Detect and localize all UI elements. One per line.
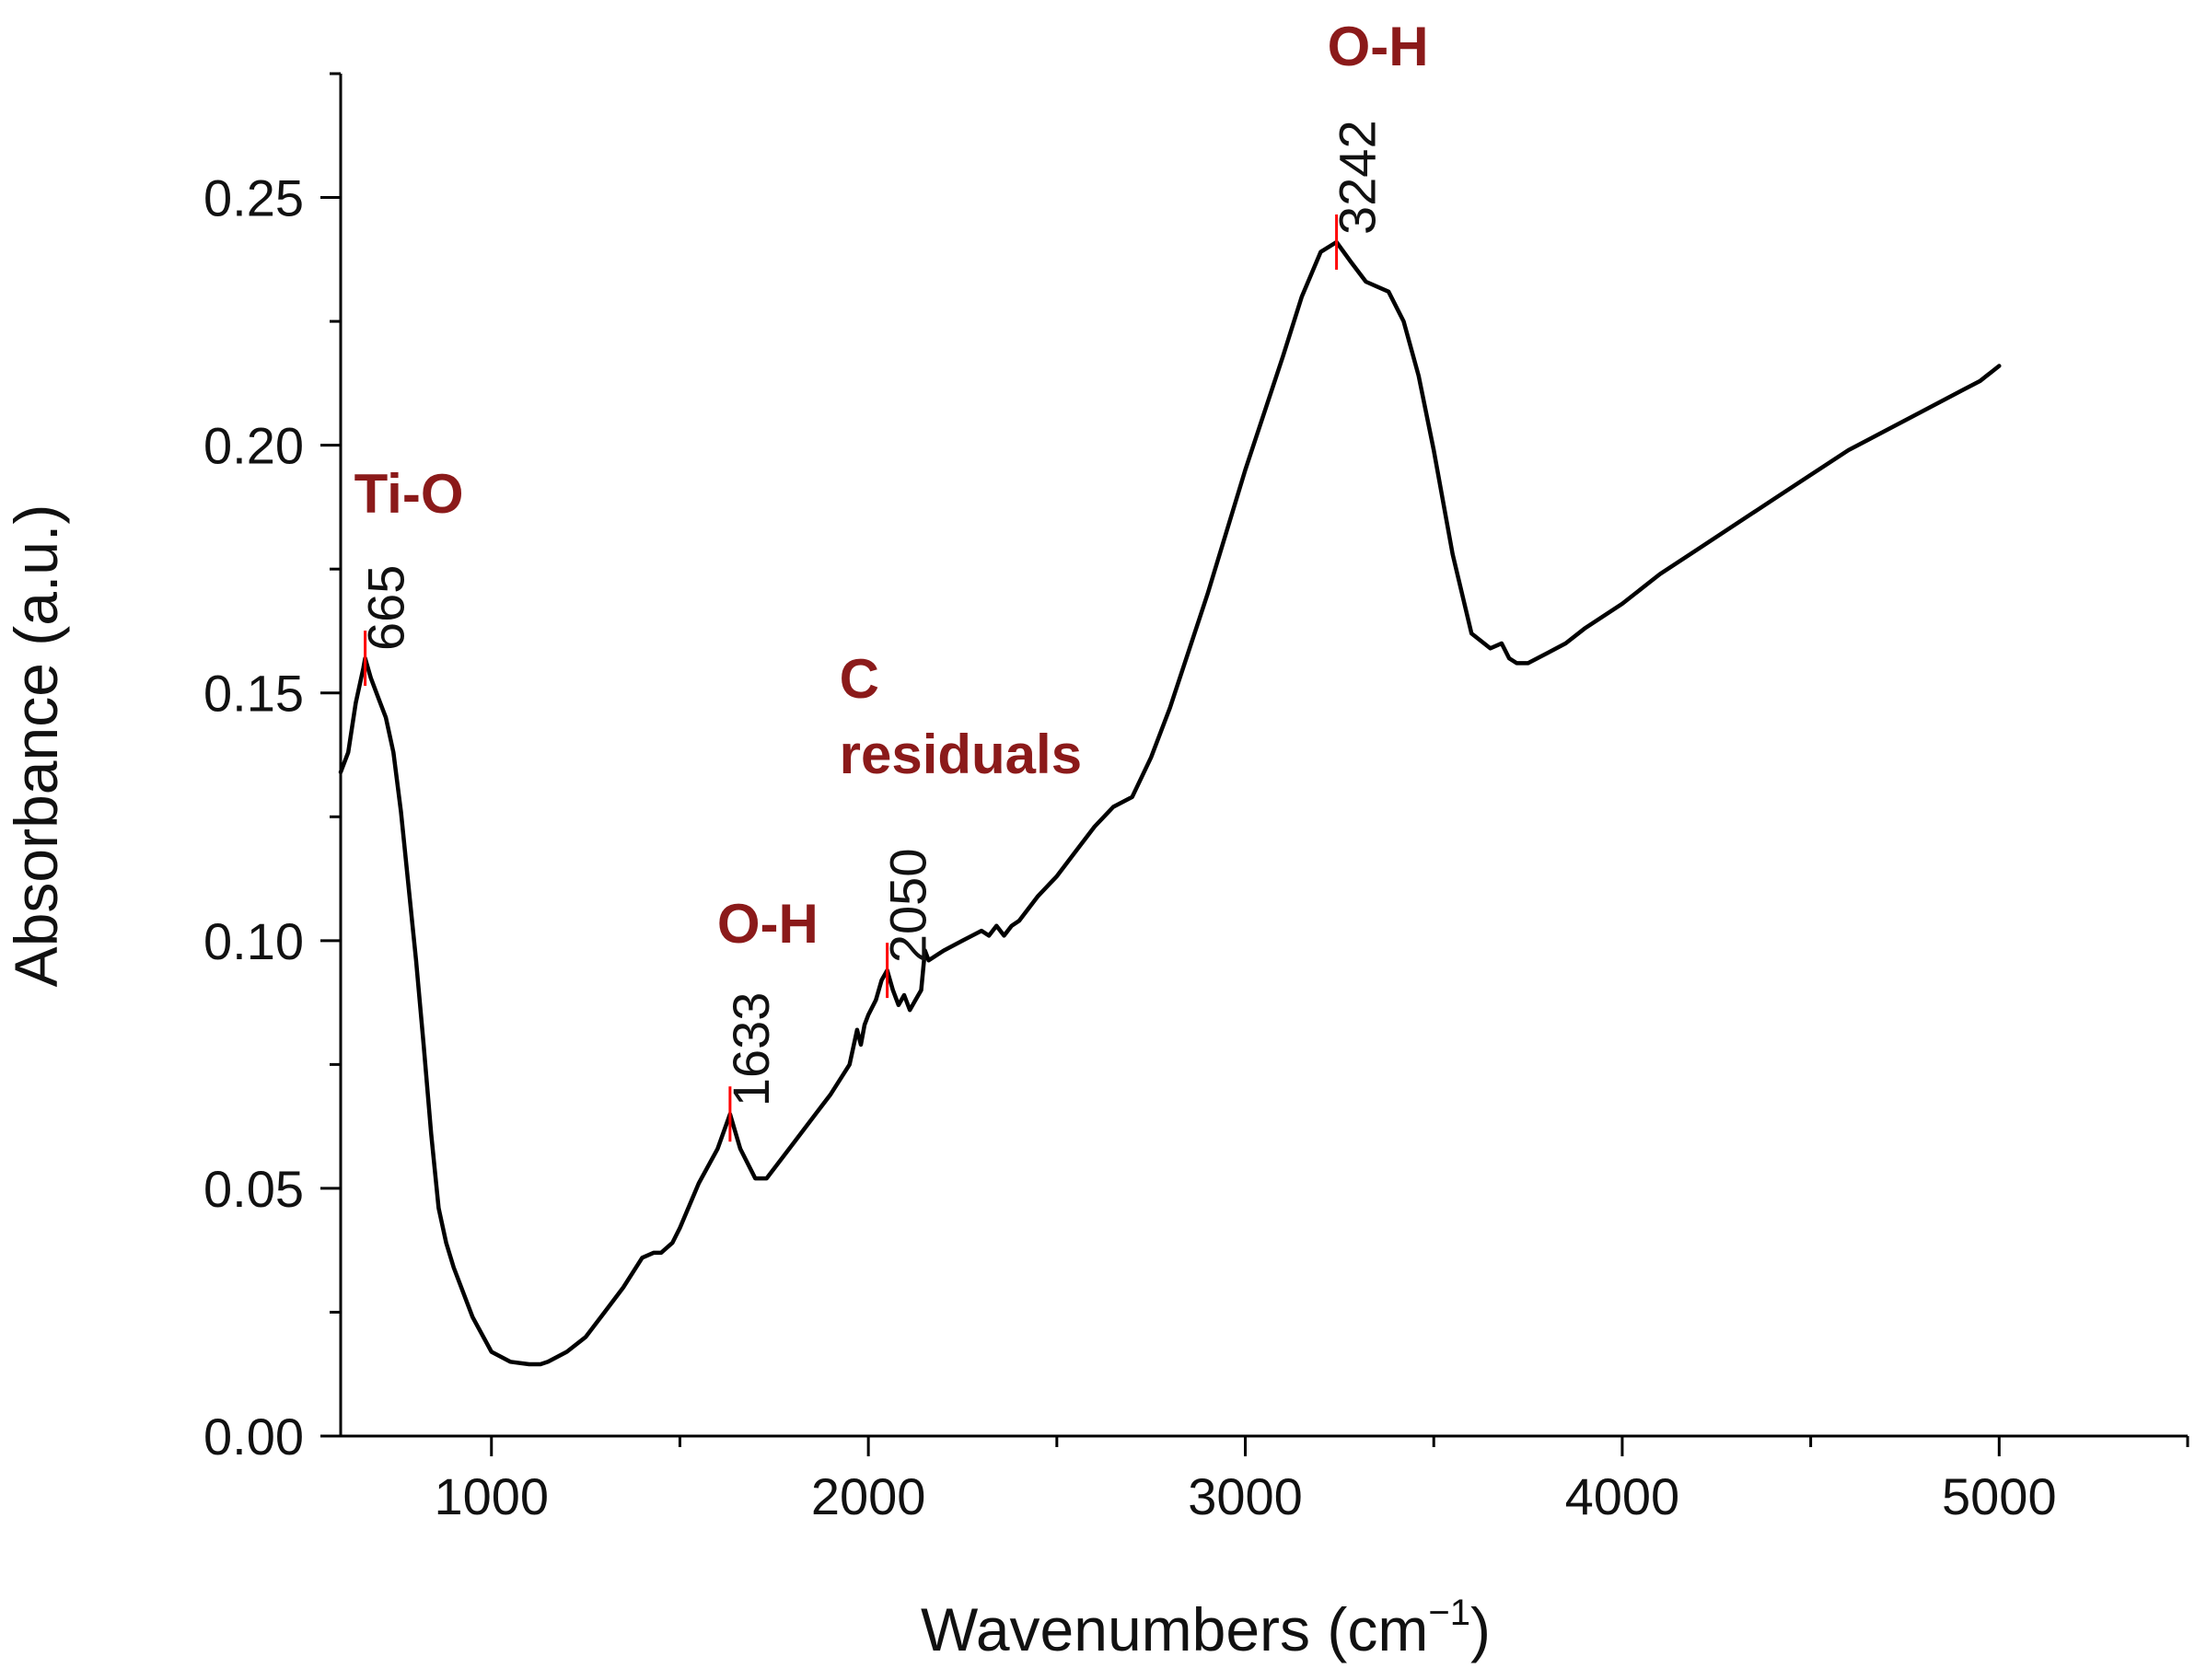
x-axis-title-main: Wavenumbers (cm bbox=[921, 1595, 1428, 1663]
y-tick-label-0.05: 0.05 bbox=[203, 1160, 304, 1218]
axes bbox=[339, 74, 2188, 1438]
y-tick-label-0.10: 0.10 bbox=[203, 912, 304, 970]
x-axis-title-sup: −1 bbox=[1428, 1593, 1470, 1633]
x-ticks: 1000 2000 3000 4000 5000 bbox=[434, 1436, 2189, 1525]
peak-2050-assignment-line2: residuals bbox=[840, 724, 1082, 785]
x-axis-title: Wavenumbers (cm−1) bbox=[921, 1593, 1491, 1663]
peak-3242-label: 3242 bbox=[1329, 120, 1387, 235]
peak-1633-assignment: O-H bbox=[717, 893, 819, 955]
y-tick-label-0.00: 0.00 bbox=[203, 1408, 304, 1466]
y-ticks: 0.00 0.05 0.10 0.15 0.20 0.25 bbox=[203, 72, 341, 1466]
peak-665-label: 665 bbox=[357, 565, 415, 651]
x-tick-label-5000: 5000 bbox=[1942, 1467, 2057, 1525]
x-tick-label-2000: 2000 bbox=[811, 1467, 926, 1525]
peak-2050-label: 2050 bbox=[879, 849, 937, 964]
peak-3242-assignment: O-H bbox=[1328, 16, 1429, 77]
peak-665-assignment: Ti-O bbox=[354, 463, 464, 525]
x-tick-label-1000: 1000 bbox=[434, 1467, 549, 1525]
peak-3242: 3242 O-H bbox=[1328, 16, 1429, 270]
y-tick-label-0.15: 0.15 bbox=[203, 665, 304, 723]
absorbance-series-line bbox=[338, 239, 2002, 1367]
y-axis-title: Absorbance (a.u.) bbox=[2, 504, 70, 988]
peak-665: 665 Ti-O bbox=[354, 463, 464, 687]
peak-2050: 2050 C residuals bbox=[840, 648, 1082, 999]
peak-2050-assignment-line1: C bbox=[840, 648, 879, 710]
y-tick-label-0.20: 0.20 bbox=[203, 417, 304, 475]
x-axis-title-close: ) bbox=[1470, 1595, 1491, 1663]
y-tick-label-0.25: 0.25 bbox=[203, 169, 304, 227]
peak-1633: 1633 O-H bbox=[717, 893, 819, 1142]
peak-1633-label: 1633 bbox=[722, 992, 780, 1107]
x-tick-label-3000: 3000 bbox=[1188, 1467, 1303, 1525]
x-tick-label-4000: 4000 bbox=[1565, 1467, 1680, 1525]
